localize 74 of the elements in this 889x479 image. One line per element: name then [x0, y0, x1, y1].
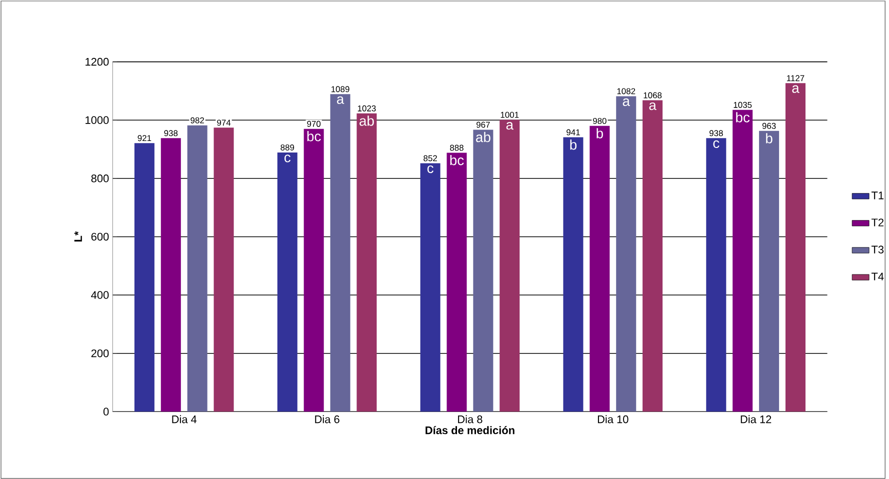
annotation: b [570, 139, 577, 150]
data-label: 980 [593, 118, 606, 124]
annotation: bc [736, 112, 750, 122]
bar [134, 142, 154, 412]
y-axis-title: L* [74, 231, 82, 242]
y-tick-label: 800 [91, 174, 109, 182]
x-tick-label: Dia 10 [598, 414, 628, 424]
data-label: 1023 [358, 105, 376, 112]
annotation: a [336, 96, 344, 104]
bar [642, 100, 663, 412]
annotation: c [713, 140, 720, 148]
bar [160, 138, 181, 412]
y-tick-label: 400 [91, 290, 109, 299]
data-label: 1035 [734, 102, 752, 108]
x-tick-label: Dia 6 [315, 414, 340, 424]
data-label: 1068 [644, 92, 662, 98]
data-label: 888 [450, 144, 464, 151]
annotation: bc [450, 154, 464, 165]
bar [214, 127, 234, 412]
data-label: 938 [710, 130, 723, 136]
bar [706, 138, 726, 412]
x-tick-label: Dia 8 [458, 414, 482, 424]
x-tick-label: Dia 12 [740, 414, 772, 424]
data-label: 967 [476, 122, 490, 128]
annotation: ab [476, 132, 490, 142]
annotation: c [427, 165, 434, 173]
x-tick-label: Dia 4 [172, 414, 197, 424]
annotation: a [792, 85, 800, 93]
y-tick-label: 600 [91, 232, 109, 240]
legend-label: T2 [871, 218, 884, 226]
data-label: 1127 [787, 74, 804, 81]
bar [785, 82, 806, 412]
annotation: a [506, 122, 514, 130]
legend-label: T3 [871, 245, 884, 254]
y-tick-label: 200 [91, 349, 109, 358]
annotation: ab [360, 115, 374, 126]
bar [187, 125, 208, 412]
bar [356, 113, 377, 412]
bar [420, 163, 440, 412]
bar [473, 130, 494, 412]
y-tick-label: 1200 [86, 58, 109, 66]
data-label: 963 [762, 122, 776, 129]
data-label: 974 [217, 119, 231, 126]
data-label: 889 [280, 144, 294, 150]
data-label: 921 [138, 134, 152, 141]
annotation: b [766, 132, 772, 144]
x-axis-title: Días de medición [426, 426, 514, 434]
annotation: a [649, 102, 656, 110]
annotation: a [622, 98, 630, 106]
y-tick-label: 1000 [86, 116, 109, 124]
bar [732, 110, 753, 412]
bar [446, 152, 467, 412]
bar [590, 126, 610, 412]
data-label: 852 [424, 155, 437, 162]
bar [563, 137, 584, 412]
bar [330, 94, 350, 412]
annotation: b [596, 128, 603, 138]
data-label: 970 [307, 120, 321, 127]
data-label: 1001 [500, 112, 519, 118]
legend-label: T1 [871, 191, 884, 199]
data-label: 938 [164, 130, 178, 136]
data-label: 1089 [331, 86, 350, 92]
annotation: bc [307, 130, 321, 142]
data-label: 941 [566, 129, 580, 136]
bar [304, 128, 324, 412]
data-label: 982 [190, 117, 204, 124]
y-tick-label: 0 [103, 408, 109, 416]
legend-label: T4 [871, 272, 884, 280]
annotation: c [284, 154, 290, 162]
data-label: 1082 [617, 88, 636, 94]
bar [277, 152, 298, 412]
bar [500, 120, 520, 412]
bar [616, 96, 636, 412]
bar [759, 130, 780, 412]
